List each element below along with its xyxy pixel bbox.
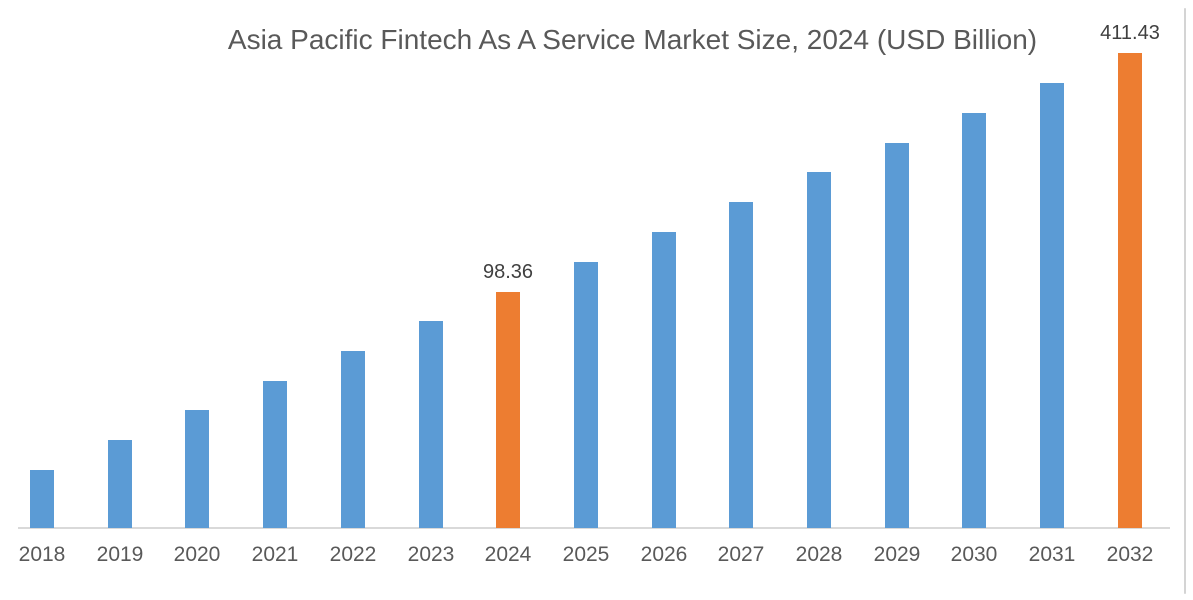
bar-2020 xyxy=(185,410,209,528)
bar-2019 xyxy=(108,440,132,528)
x-tick-2032: 2032 xyxy=(1106,543,1154,566)
bar-2028 xyxy=(807,172,831,528)
bar-2021 xyxy=(263,381,287,528)
x-tick-2028: 2028 xyxy=(795,543,843,566)
bar-2032 xyxy=(1118,53,1142,528)
chart-title: Asia Pacific Fintech As A Service Market… xyxy=(227,24,1038,55)
x-tick-2022: 2022 xyxy=(329,543,377,566)
bar-2023 xyxy=(419,321,443,528)
x-tick-2029: 2029 xyxy=(873,543,921,566)
x-tick-2026: 2026 xyxy=(640,543,688,566)
x-tick-2023: 2023 xyxy=(407,543,455,566)
bar-2027 xyxy=(729,202,753,528)
bar-2022 xyxy=(341,351,365,528)
bar-2018 xyxy=(30,470,54,528)
data-label-2024: 98.36 xyxy=(482,261,534,283)
bar-2030 xyxy=(962,113,986,528)
x-tick-2024: 2024 xyxy=(484,543,532,566)
bar-2026 xyxy=(652,232,676,528)
bar-2025 xyxy=(574,262,598,528)
x-axis-line xyxy=(18,527,1170,529)
x-tick-2025: 2025 xyxy=(562,543,610,566)
x-tick-2030: 2030 xyxy=(950,543,998,566)
bar-2024 xyxy=(496,292,520,528)
data-label-2032: 411.43 xyxy=(1100,22,1160,44)
x-tick-2018: 2018 xyxy=(18,543,66,566)
x-tick-2027: 2027 xyxy=(717,543,765,566)
bar-2029 xyxy=(885,143,909,528)
bar-2031 xyxy=(1040,83,1064,528)
right-border-line xyxy=(1184,8,1186,594)
x-tick-2021: 2021 xyxy=(251,543,299,566)
x-tick-2031: 2031 xyxy=(1028,543,1076,566)
x-tick-2020: 2020 xyxy=(173,543,221,566)
x-tick-2019: 2019 xyxy=(96,543,144,566)
